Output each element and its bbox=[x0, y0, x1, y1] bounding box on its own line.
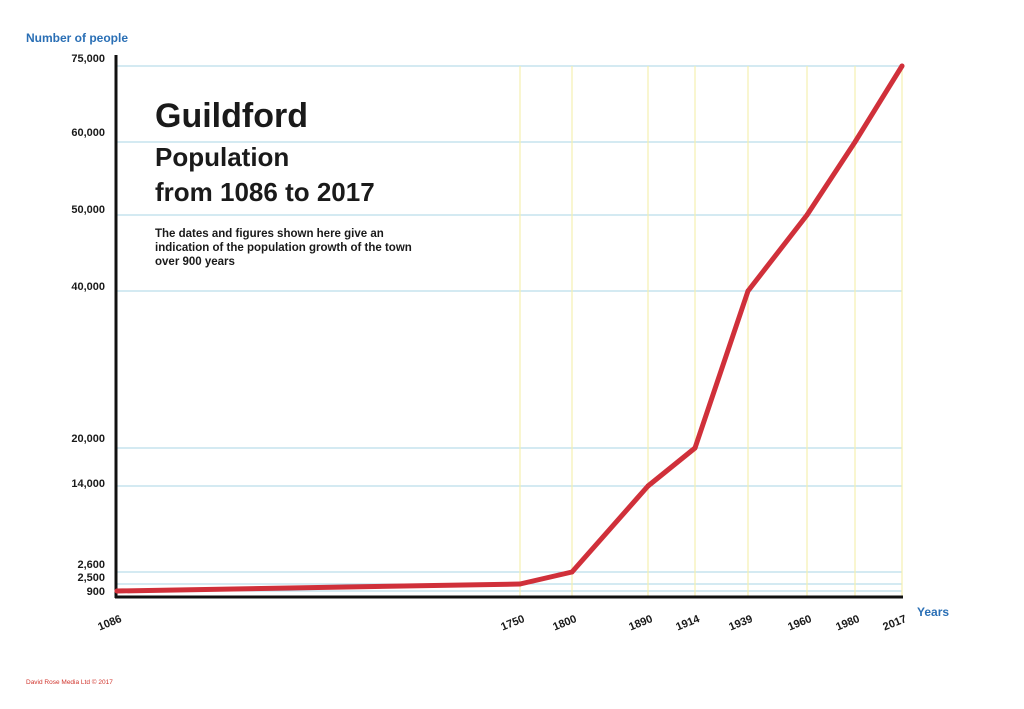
x-tick-label: 2017 bbox=[881, 613, 908, 633]
data-points bbox=[114, 63, 905, 594]
data-point bbox=[899, 63, 905, 69]
y-tick-label: 14,000 bbox=[71, 478, 105, 490]
vertical-gridlines bbox=[519, 66, 903, 596]
data-point bbox=[804, 212, 810, 218]
y-tick-label: 60,000 bbox=[71, 127, 105, 139]
credit-text: David Rose Media Ltd © 2017 bbox=[26, 678, 113, 686]
y-tick-label: 900 bbox=[87, 586, 105, 598]
data-point bbox=[114, 588, 120, 594]
y-tick-label: 2,600 bbox=[77, 559, 105, 571]
description-line-3: over 900 years bbox=[155, 256, 235, 268]
description-line-2: indication of the population growth of t… bbox=[155, 242, 412, 254]
data-point bbox=[745, 288, 751, 294]
x-tick-label: 1960 bbox=[786, 613, 813, 633]
y-tick-label: 20,000 bbox=[71, 433, 105, 445]
x-tick-label: 1980 bbox=[834, 613, 861, 633]
y-tick-label: 2,500 bbox=[77, 572, 105, 584]
chart-subtitle-line-2: from 1086 to 2017 bbox=[155, 177, 375, 207]
x-tick-label: 1890 bbox=[627, 613, 654, 633]
data-point bbox=[645, 483, 651, 489]
data-point bbox=[852, 139, 858, 145]
y-tick-label: 75,000 bbox=[71, 53, 105, 65]
chart-title: Guildford bbox=[155, 97, 308, 135]
y-tick-label: 40,000 bbox=[71, 281, 105, 293]
x-tick-label: 1086 bbox=[96, 613, 123, 633]
data-point bbox=[517, 581, 523, 587]
data-point bbox=[692, 445, 698, 451]
y-tick-label: 50,000 bbox=[71, 204, 105, 216]
chart-subtitle-line-1: Population bbox=[155, 142, 289, 172]
horizontal-gridlines bbox=[117, 65, 902, 592]
x-tick-label: 1800 bbox=[551, 613, 578, 633]
x-tick-label: 1939 bbox=[727, 613, 754, 633]
y-axis-title: Number of people bbox=[26, 31, 128, 45]
description-line-1: The dates and figures shown here give an bbox=[155, 228, 384, 240]
x-tick-label: 1914 bbox=[674, 613, 702, 634]
x-tick-labels: 1086 1750 1800 1890 1914 1939 1960 1980 2017 bbox=[96, 613, 908, 634]
data-point bbox=[569, 569, 575, 575]
x-axis-title: Years bbox=[917, 605, 949, 619]
x-tick-label: 1750 bbox=[499, 613, 526, 633]
